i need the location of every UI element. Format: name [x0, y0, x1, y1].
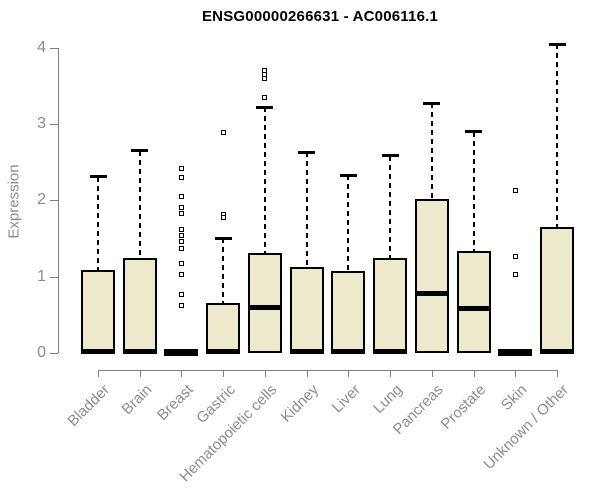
- whisker-line: [97, 176, 99, 270]
- outlier-point: [512, 254, 518, 260]
- x-category-label: Brain: [118, 381, 156, 419]
- y-tick-label: 3: [37, 114, 46, 132]
- whisker-line: [347, 175, 350, 271]
- whisker-line: [472, 131, 475, 252]
- box: [414, 198, 449, 353]
- x-category-label: Skin: [497, 381, 531, 414]
- x-category-label: Breast: [154, 381, 197, 424]
- median-line: [373, 348, 408, 354]
- y-tick-label: 2: [37, 191, 46, 209]
- x-category-label: Lung: [369, 381, 406, 417]
- median-line: [414, 290, 449, 296]
- median-line: [289, 348, 324, 354]
- outlier-point: [178, 165, 184, 171]
- box: [247, 252, 282, 353]
- box: [81, 269, 115, 353]
- median-line: [540, 348, 575, 354]
- outlier-point: [178, 261, 184, 267]
- outlier-point: [178, 204, 184, 210]
- y-tick-label: 4: [37, 38, 46, 56]
- box: [122, 257, 157, 353]
- x-axis-tick: [223, 370, 225, 377]
- box: [331, 270, 366, 353]
- x-axis-tick: [431, 370, 433, 377]
- x-category-label: Prostate: [437, 381, 489, 433]
- median-line: [122, 348, 157, 354]
- box: [373, 257, 408, 353]
- x-axis-tick: [348, 370, 350, 377]
- outlier-point: [178, 211, 184, 217]
- whisker-cap: [131, 149, 149, 153]
- outlier-point: [512, 271, 518, 277]
- median-line: [498, 349, 533, 356]
- x-axis-tick: [181, 370, 183, 377]
- outlier-point: [178, 226, 184, 232]
- x-axis-tick: [390, 370, 392, 377]
- whisker-line: [556, 44, 559, 227]
- x-category-label: Liver: [328, 381, 364, 417]
- outlier-point: [178, 174, 184, 180]
- whisker-line: [222, 238, 225, 304]
- x-axis-tick: [139, 370, 141, 377]
- chart-title: ENSG00000266631 - AC006116.1: [201, 8, 439, 25]
- outlier-point: [178, 193, 184, 199]
- outlier-point: [178, 245, 184, 251]
- whisker-cap: [214, 236, 232, 240]
- y-axis-tick: [50, 123, 58, 125]
- outlier-point: [178, 238, 184, 244]
- x-axis-tick: [306, 370, 308, 377]
- x-axis-tick: [98, 370, 99, 377]
- whisker-cap: [423, 101, 441, 105]
- x-axis-tick: [264, 370, 266, 377]
- outlier-point: [178, 271, 184, 277]
- whisker-cap: [298, 150, 316, 154]
- y-tick-label: 0: [37, 344, 46, 361]
- whisker-line: [305, 152, 308, 267]
- x-category-label: Kidney: [277, 381, 322, 426]
- whisker-line: [138, 150, 141, 258]
- box: [206, 303, 241, 353]
- outlier-point: [178, 303, 184, 309]
- whisker-cap: [381, 154, 399, 158]
- x-axis-tick: [473, 370, 475, 377]
- y-axis-tick: [50, 353, 58, 354]
- y-axis-tick: [50, 276, 58, 278]
- y-axis-tick: [50, 200, 58, 202]
- box: [456, 251, 491, 353]
- box: [289, 266, 324, 353]
- whisker-cap: [465, 130, 483, 133]
- y-axis-line: [58, 47, 59, 353]
- median-line: [164, 349, 199, 356]
- outlier-point: [262, 94, 268, 100]
- whisker-line: [389, 155, 392, 258]
- whisker-line: [263, 107, 266, 253]
- outlier-point: [262, 75, 268, 81]
- y-tick-label: 1: [37, 267, 46, 285]
- whisker-cap: [256, 105, 274, 109]
- box: [540, 226, 575, 353]
- median-line: [81, 348, 115, 354]
- median-line: [456, 306, 491, 312]
- outlier-point: [512, 187, 518, 193]
- x-axis-tick: [557, 370, 559, 377]
- whisker-cap: [89, 175, 107, 179]
- outlier-point: [220, 129, 226, 135]
- outlier-point: [220, 215, 226, 221]
- x-axis-line: [98, 370, 559, 371]
- whisker-cap: [339, 173, 357, 177]
- x-axis-tick: [515, 370, 517, 377]
- x-category-label: Bladder: [64, 381, 114, 430]
- median-line: [331, 348, 366, 354]
- whisker-line: [430, 103, 433, 199]
- median-line: [247, 304, 282, 310]
- outlier-point: [178, 232, 184, 238]
- whisker-cap: [548, 42, 566, 46]
- outlier-point: [178, 291, 184, 297]
- y-axis-tick: [50, 47, 58, 49]
- median-line: [206, 348, 241, 354]
